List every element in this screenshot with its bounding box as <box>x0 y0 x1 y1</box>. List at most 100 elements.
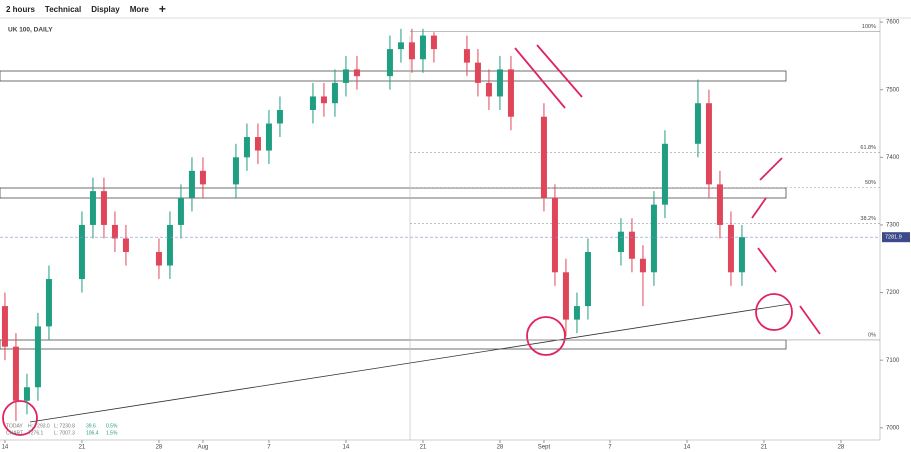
candle-body <box>353 69 360 77</box>
candle-body <box>89 191 96 225</box>
x-tick-label: 14 <box>343 445 350 451</box>
candle-body <box>397 42 404 50</box>
add-button[interactable]: + <box>158 2 166 16</box>
candle-body <box>573 306 580 320</box>
candle-body <box>309 96 316 110</box>
fib-label: 61.8% <box>860 145 876 151</box>
candle-body <box>562 272 569 320</box>
x-tick-label: 21 <box>420 445 427 451</box>
candle-body <box>738 237 745 273</box>
info-text: TODAY <box>6 423 23 429</box>
fib-label: 100% <box>862 24 876 30</box>
y-tick-label: 7000 <box>886 425 900 431</box>
candle-body <box>705 103 712 185</box>
x-tick-label: 21 <box>79 445 86 451</box>
candle-body <box>661 143 668 205</box>
candle-body <box>166 224 173 266</box>
y-tick-label: 7400 <box>886 155 900 161</box>
candle-body <box>155 251 162 266</box>
fib-label: 38.2% <box>860 216 876 222</box>
candle-body <box>650 204 657 273</box>
x-tick-label: 28 <box>838 445 845 451</box>
candle-body <box>628 231 635 259</box>
display-menu[interactable]: Display <box>91 4 120 14</box>
candle-body <box>639 258 646 273</box>
candle-body <box>45 279 52 327</box>
info-text: H: 7293.0 <box>28 423 50 429</box>
candle-body <box>1 306 8 347</box>
candle-body <box>254 137 261 151</box>
candle-body <box>474 62 481 83</box>
x-tick-label: Aug <box>198 445 209 451</box>
y-tick-label: 7200 <box>886 290 900 296</box>
candle-body <box>232 157 239 185</box>
zone <box>0 187 787 199</box>
info-text: 1.5% <box>106 430 118 436</box>
candle-body <box>540 116 547 198</box>
x-tick-label: Sept <box>538 445 551 451</box>
candle-body <box>100 191 107 225</box>
x-tick-label: 14 <box>2 445 9 451</box>
y-tick-label: 7300 <box>886 223 900 229</box>
last-price-label: 7281.9 <box>885 235 902 241</box>
interval-menu[interactable]: 2 hours <box>6 4 35 14</box>
candle-body <box>111 224 118 239</box>
candle-body <box>694 103 701 144</box>
candle-body <box>199 170 206 185</box>
toolbar: 2 hours Technical Display More + <box>0 0 911 18</box>
annotations <box>2 44 821 436</box>
candle-body <box>342 69 349 83</box>
candle-body <box>727 224 734 273</box>
x-tick-label: 14 <box>684 445 691 451</box>
info-text: 106.4 <box>86 430 99 436</box>
candle-body <box>265 123 272 151</box>
candle-body <box>78 224 85 280</box>
technical-menu[interactable]: Technical <box>44 4 82 14</box>
fib-label: 0% <box>868 332 876 338</box>
info-text: L: 7230.8 <box>54 423 75 429</box>
candle-body <box>34 326 41 388</box>
candle-body <box>716 184 723 225</box>
x-tick-label: 21 <box>761 445 768 451</box>
candle-body <box>496 69 503 97</box>
x-tick-label: 7 <box>267 445 271 451</box>
candle-body <box>617 231 624 252</box>
y-tick-label: 7600 <box>886 20 900 26</box>
candle-body <box>419 35 426 60</box>
last-price-tag <box>882 232 910 243</box>
candle-body <box>430 35 437 50</box>
candle-body <box>551 197 558 273</box>
info-text: L: 7007.3 <box>54 430 75 436</box>
x-tick-label: 28 <box>156 445 163 451</box>
x-tick-label: 28 <box>497 445 504 451</box>
candle-body <box>386 49 393 77</box>
info-text: CHART <box>6 430 23 436</box>
zone <box>0 339 787 350</box>
candle-body <box>23 387 30 401</box>
candle-body <box>463 49 470 63</box>
info-text: 39.6 <box>86 423 96 429</box>
candle-body <box>507 69 514 117</box>
candle-body <box>12 346 19 401</box>
x-tick-label: 7 <box>608 445 612 451</box>
more-menu[interactable]: More <box>129 4 149 14</box>
fib-label: 50% <box>865 180 876 186</box>
candle-body <box>320 96 327 104</box>
candle-body <box>276 109 283 124</box>
zone <box>0 70 787 82</box>
info-text: 7276.1 <box>28 430 44 436</box>
candle-body <box>584 251 591 307</box>
candle-body <box>331 82 338 104</box>
y-tick-label: 7500 <box>886 87 900 93</box>
candle-body <box>243 137 250 158</box>
trend-line <box>29 303 791 423</box>
candle-body <box>188 170 195 198</box>
candle-body <box>122 238 129 252</box>
candle-body <box>408 42 415 60</box>
candle-body <box>177 197 184 225</box>
info-text: 0.5% <box>106 423 118 429</box>
y-tick-label: 7100 <box>886 358 900 364</box>
chart-title: UK 100, DAILY <box>8 27 53 34</box>
